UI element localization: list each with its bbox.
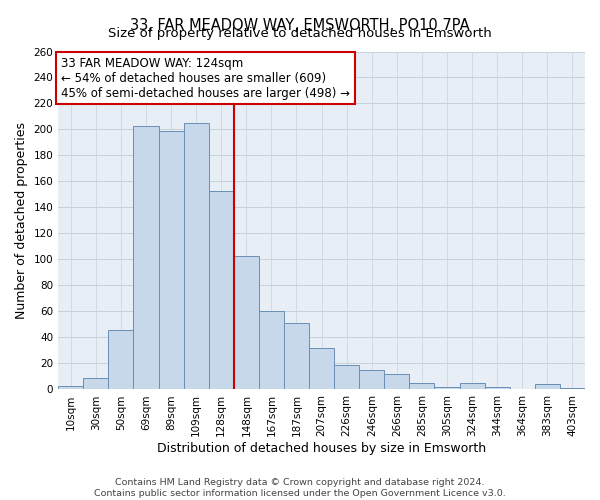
Bar xyxy=(83,378,109,390)
Bar xyxy=(385,374,409,390)
Bar xyxy=(109,330,133,390)
Bar xyxy=(434,387,460,390)
Bar xyxy=(334,365,359,390)
Bar xyxy=(485,387,510,390)
Bar xyxy=(234,256,259,390)
Bar xyxy=(158,131,184,390)
Text: 33 FAR MEADOW WAY: 124sqm
← 54% of detached houses are smaller (609)
45% of semi: 33 FAR MEADOW WAY: 124sqm ← 54% of detac… xyxy=(61,56,350,100)
Bar xyxy=(560,388,585,390)
Bar xyxy=(460,383,485,390)
Bar xyxy=(209,190,234,390)
Bar xyxy=(309,348,334,390)
Bar xyxy=(58,386,83,390)
Text: Contains HM Land Registry data © Crown copyright and database right 2024.
Contai: Contains HM Land Registry data © Crown c… xyxy=(94,478,506,498)
Bar xyxy=(133,126,158,390)
Bar xyxy=(184,123,209,390)
X-axis label: Distribution of detached houses by size in Emsworth: Distribution of detached houses by size … xyxy=(157,442,486,455)
Bar xyxy=(284,323,309,390)
Text: Size of property relative to detached houses in Emsworth: Size of property relative to detached ho… xyxy=(108,28,492,40)
Y-axis label: Number of detached properties: Number of detached properties xyxy=(15,122,28,319)
Text: 33, FAR MEADOW WAY, EMSWORTH, PO10 7PA: 33, FAR MEADOW WAY, EMSWORTH, PO10 7PA xyxy=(130,18,470,32)
Bar xyxy=(409,383,434,390)
Bar xyxy=(535,384,560,390)
Bar xyxy=(259,312,284,390)
Bar xyxy=(359,370,385,390)
